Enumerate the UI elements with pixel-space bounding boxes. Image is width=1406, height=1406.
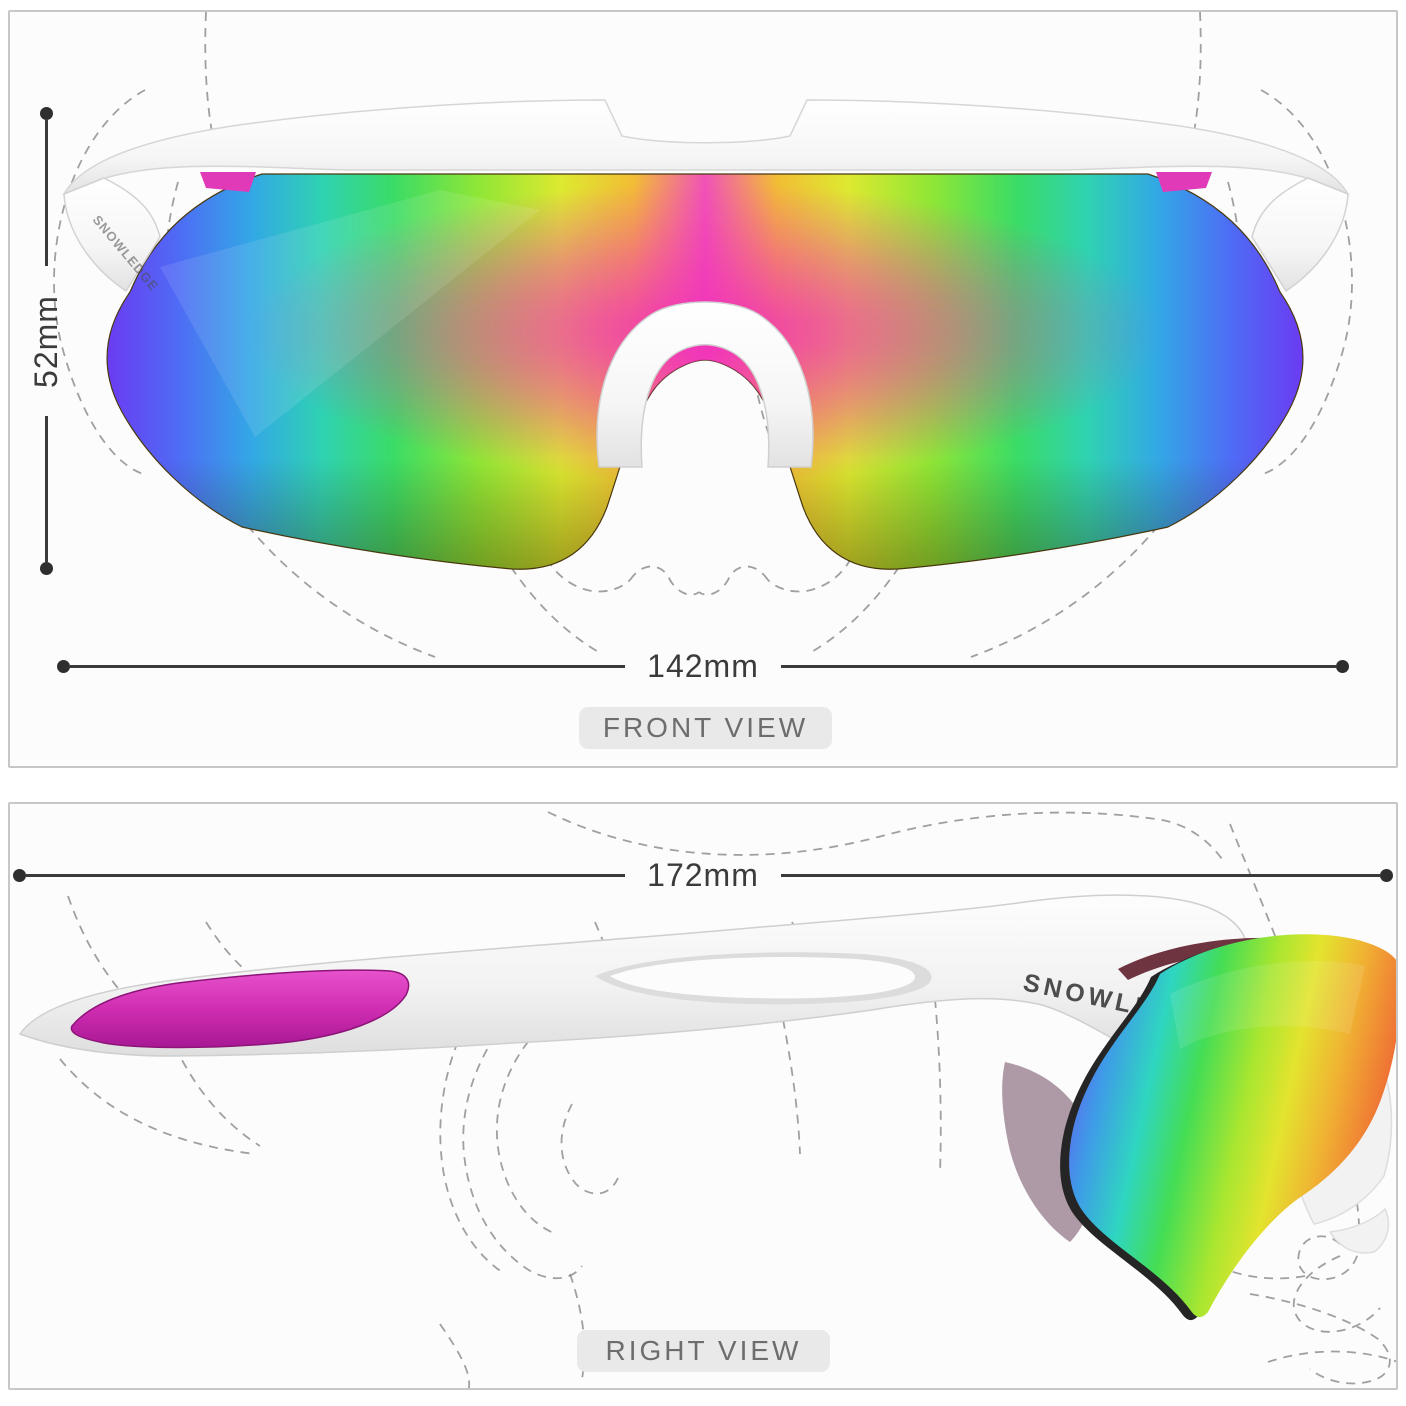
dashed-outline-segment <box>1260 89 1353 475</box>
vent-hole <box>610 957 915 999</box>
dashed-outline-segment <box>1297 1223 1361 1281</box>
height-dimension-text: 52mm <box>27 294 64 388</box>
temple-vent-cutout <box>595 952 932 1005</box>
dashed-nose-segment <box>629 565 700 596</box>
dimension-endpoint-dot <box>1336 659 1350 673</box>
dashed-outline-segment <box>1267 1350 1396 1363</box>
width-dimension: 142mm <box>57 648 1350 684</box>
side-lens <box>1069 934 1396 1318</box>
dashed-outline-segment <box>204 12 214 139</box>
dimension-endpoint-dot <box>39 562 53 575</box>
right-view-panel: SNOWLEDGE 172mm RIGHT VIEW <box>8 802 1398 1390</box>
dimension-line-segment <box>780 873 1381 877</box>
nose-pad-lower <box>1328 1207 1390 1254</box>
dashed-outline-segment <box>1221 1267 1306 1280</box>
dashed-outline-segment <box>934 998 942 1175</box>
dashed-outline-segment <box>547 811 1223 860</box>
length-dimension: 172mm <box>13 857 1394 893</box>
dashed-outline-segment <box>53 89 146 475</box>
dimension-line-segment <box>44 120 48 266</box>
dimension-endpoint-dot <box>13 868 26 882</box>
length-dimension-text: 172mm <box>647 856 759 893</box>
dashed-outline-segment <box>439 1323 470 1388</box>
left-endpiece <box>63 177 161 293</box>
width-dimension-text: 142mm <box>647 647 759 684</box>
dashed-outline-segment <box>807 496 939 655</box>
dimension-line-segment <box>26 873 626 877</box>
front-view-illustration: SNOWLEDGE <box>53 12 1353 658</box>
dashed-outline-segment <box>67 895 127 999</box>
lens-magenta-sliver <box>200 172 256 192</box>
dashed-ear-segment <box>495 1017 557 1235</box>
dashed-nose-segment <box>698 565 769 596</box>
dimension-endpoint-dot <box>39 107 53 120</box>
height-dimension-label: 52mm <box>10 266 92 416</box>
dimension-endpoint-dot <box>57 659 70 673</box>
right-endpiece <box>1251 177 1349 293</box>
right-view-illustration: SNOWLEDGE <box>18 811 1396 1388</box>
front-view-label-pill: FRONT VIEW <box>579 707 832 749</box>
dashed-outline-segment <box>779 1003 801 1155</box>
dashed-ear-segment <box>560 1103 619 1195</box>
lens-magenta-sliver <box>1156 172 1212 192</box>
front-lens <box>106 173 1304 570</box>
dashed-outline-segment <box>59 1058 256 1155</box>
dashed-outline-segment <box>1249 1293 1391 1385</box>
dashed-nose-segment <box>767 470 859 593</box>
dashed-outline-segment <box>1192 12 1202 139</box>
right-view-label-pill: RIGHT VIEW <box>577 1330 830 1372</box>
dimension-line-segment <box>44 416 48 562</box>
height-dimension: 52mm <box>28 107 64 575</box>
dashed-outline-segment <box>471 496 603 655</box>
front-view-label-text: FRONT VIEW <box>602 712 809 743</box>
lens-sheen <box>160 190 540 437</box>
dashed-ear-segment <box>462 987 583 1280</box>
dimension-line-segment <box>70 664 626 668</box>
side-lens-sheen <box>1170 961 1365 1049</box>
dashed-nose-segment <box>539 470 631 593</box>
dashed-outline-segment <box>569 1273 586 1380</box>
dimension-endpoint-dot <box>1380 868 1394 882</box>
right-view-label-text: RIGHT VIEW <box>605 1335 802 1366</box>
dashed-outline-segment <box>174 1045 261 1147</box>
dashed-ear-segment <box>439 998 503 1273</box>
temple-grip <box>70 969 410 1049</box>
front-view-panel: SNOWLEDGE 52mm 142mm FRONT VIEW <box>8 10 1398 768</box>
front-lens-bottom-shade <box>107 174 1303 570</box>
dashed-outline-segment <box>1292 1255 1381 1333</box>
frame-brow-bar <box>62 99 1350 196</box>
nose-bridge <box>596 301 814 468</box>
dimension-line-segment <box>780 664 1337 668</box>
